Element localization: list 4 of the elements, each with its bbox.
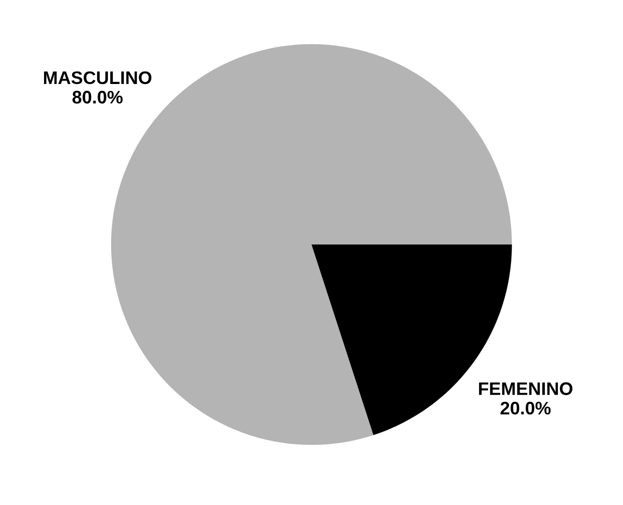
data-label: 20.0% bbox=[500, 402, 551, 415]
data-label: 80.0% bbox=[72, 90, 123, 104]
slice-label: MASCULINO bbox=[44, 71, 152, 84]
slice-label: FEMENINO bbox=[479, 382, 572, 396]
